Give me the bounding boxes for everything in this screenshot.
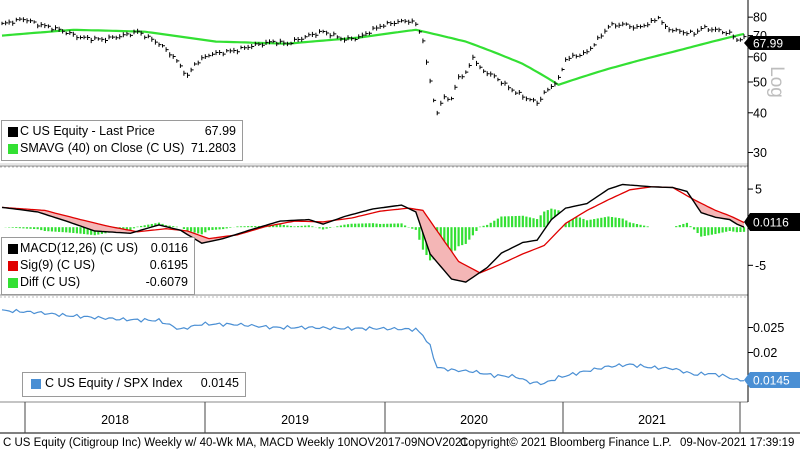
year-label-2019: 2019 bbox=[281, 413, 309, 427]
legend-value: -0.6079 bbox=[145, 275, 188, 289]
signal-swatch-icon bbox=[8, 261, 18, 271]
footer-description: C US Equity (Citigroup Inc) Weekly w/ 40… bbox=[3, 437, 468, 449]
legend-row-last-price: C US Equity - Last Price 67.99 bbox=[2, 123, 242, 140]
panel-divider-1 bbox=[0, 165, 748, 168]
diff-swatch-icon bbox=[8, 278, 18, 288]
sma-swatch-icon bbox=[8, 144, 18, 154]
price-tick-label: 50 bbox=[753, 75, 767, 89]
ratio-tick-label: 0.02 bbox=[753, 346, 777, 360]
footer-timestamp: 09-Nov-2021 17:39:19 bbox=[680, 437, 795, 449]
legend-row-sma: SMAVG (40) on Close (C US) 71.2803 bbox=[2, 140, 242, 157]
legend-row-ratio: C US Equity / SPX Index 0.0145 bbox=[23, 375, 245, 392]
macd-tick-label: -5 bbox=[755, 259, 766, 273]
year-label-2021: 2021 bbox=[638, 413, 666, 427]
legend-label: MACD(12,26) (C US) bbox=[20, 241, 139, 255]
ratio-panel bbox=[1, 308, 745, 386]
price-last-tag: 67.99 bbox=[744, 36, 800, 51]
price-last-value: 67.99 bbox=[753, 37, 783, 51]
price-panel bbox=[0, 15, 748, 165]
ratio-line bbox=[1, 308, 745, 386]
price-legend: C US Equity - Last Price 67.99 SMAVG (40… bbox=[1, 120, 243, 161]
macd-line bbox=[1, 183, 745, 283]
price-tick-label: 40 bbox=[753, 106, 767, 120]
price-bars bbox=[1, 15, 747, 116]
legend-label: C US Equity - Last Price bbox=[20, 124, 155, 138]
price-tick-label: 60 bbox=[753, 50, 767, 64]
legend-label: C US Equity / SPX Index bbox=[45, 376, 183, 390]
macd-legend: MACD(12,26) (C US) 0.0116 Sig(9) (C US) … bbox=[1, 237, 195, 295]
macd-last-tag: 0.0116 bbox=[744, 213, 800, 231]
macd-last-tag-box bbox=[744, 213, 800, 231]
year-label-2020: 2020 bbox=[460, 413, 488, 427]
price-swatch-icon bbox=[8, 127, 18, 137]
sma-line bbox=[1, 28, 745, 86]
signal-line bbox=[1, 186, 745, 274]
ratio-tick-label: 0.025 bbox=[753, 321, 784, 335]
legend-value: 71.2803 bbox=[190, 141, 236, 155]
legend-label: Sig(9) (C US) bbox=[20, 258, 96, 272]
legend-value: 0.6195 bbox=[149, 258, 188, 272]
footer-copyright: Copyright© 2021 Bloomberg Finance L.P. bbox=[460, 437, 672, 449]
legend-value: 67.99 bbox=[204, 124, 236, 138]
legend-label: Diff (C US) bbox=[20, 275, 81, 289]
legend-label: SMAVG (40) on Close (C US) bbox=[20, 141, 185, 155]
ratio-last-value: 0.0145 bbox=[753, 374, 790, 388]
legend-row-macd: MACD(12,26) (C US) 0.0116 bbox=[2, 240, 194, 257]
ratio-legend: C US Equity / SPX Index 0.0145 bbox=[22, 372, 246, 397]
year-axis: 2018 2019 2020 2021 bbox=[0, 401, 800, 434]
macd-swatch-icon bbox=[8, 244, 18, 254]
price-log-label: Log bbox=[766, 66, 787, 98]
price-axis-ticks: 304050607080 bbox=[748, 11, 767, 160]
right-axis: 304050607080 Log 67.99 5-5 0.0116 0.0250… bbox=[744, 0, 800, 402]
macd-panel bbox=[1, 183, 746, 283]
panel-divider-2 bbox=[0, 294, 748, 298]
footer-bar: C US Equity (Citigroup Inc) Weekly w/ 40… bbox=[0, 435, 800, 451]
year-label-2018: 2018 bbox=[101, 413, 129, 427]
legend-value: 0.0116 bbox=[150, 241, 188, 255]
legend-row-signal: Sig(9) (C US) 0.6195 bbox=[2, 257, 194, 274]
price-tick-label: 80 bbox=[753, 11, 767, 25]
macd-tick-label: 5 bbox=[755, 183, 762, 197]
macd-last-value: 0.0116 bbox=[753, 216, 789, 230]
ratio-swatch-icon bbox=[31, 379, 41, 389]
legend-row-diff: Diff (C US) -0.6079 bbox=[2, 274, 194, 291]
legend-value: 0.0145 bbox=[200, 376, 239, 390]
ratio-last-tag: 0.0145 bbox=[744, 372, 800, 388]
ratio-last-tag-box bbox=[744, 372, 800, 388]
ratio-axis-ticks: 0.025 0.02 bbox=[748, 321, 784, 360]
price-last-tag-box bbox=[744, 36, 800, 50]
chart-canvas: 2018 2019 2020 2021 304050607080 Log 67.… bbox=[0, 0, 800, 434]
price-tick-label: 30 bbox=[753, 146, 767, 160]
